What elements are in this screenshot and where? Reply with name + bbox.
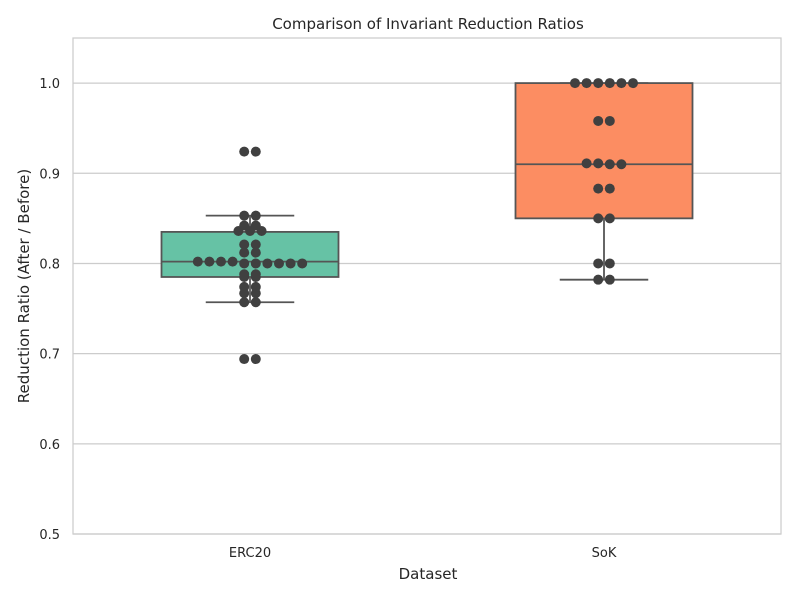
data-point (250, 210, 261, 221)
data-point (604, 78, 615, 89)
y-tick-label: 0.7 (39, 348, 60, 363)
x-axis-label: Dataset (399, 565, 458, 583)
data-point (239, 297, 250, 308)
data-point (604, 274, 615, 285)
data-point (616, 78, 627, 89)
plot-frame (72, 37, 782, 535)
data-point (250, 258, 261, 269)
y-axis-label: Reduction Ratio (After / Before) (15, 169, 33, 403)
data-point (239, 271, 250, 282)
data-point (604, 213, 615, 224)
data-point (239, 247, 250, 258)
data-point (581, 78, 592, 89)
box-erc20 (160, 230, 340, 278)
data-point (256, 225, 267, 236)
y-tick-label: 0.6 (39, 438, 60, 453)
data-point (297, 258, 308, 269)
data-point (604, 258, 615, 269)
data-point (239, 258, 250, 269)
data-point (192, 256, 203, 267)
data-point (250, 239, 261, 250)
x-tick-label: SoK (592, 546, 617, 561)
data-point (604, 115, 615, 126)
data-point (216, 256, 226, 267)
data-point (593, 183, 604, 194)
data-point (250, 271, 261, 282)
data-point (204, 256, 215, 267)
data-point (245, 225, 255, 236)
data-point (250, 247, 261, 258)
data-point (239, 239, 250, 250)
y-tick-label: 0.5 (39, 528, 60, 543)
tick-labels: 0.5 0.6 0.7 0.8 0.9 1.0 ERC20 SoK (39, 77, 617, 561)
data-point (262, 258, 273, 269)
data-point (593, 213, 604, 224)
data-point (628, 78, 638, 89)
chart-title: Comparison of Invariant Reduction Ratios (272, 15, 584, 33)
y-tick-label: 0.9 (39, 167, 60, 182)
data-point (593, 115, 604, 126)
data-point (285, 258, 296, 269)
data-point (616, 159, 627, 170)
data-point (250, 297, 261, 308)
data-point (250, 146, 261, 157)
data-point (604, 183, 615, 194)
box-sok (514, 82, 694, 220)
data-point (593, 158, 604, 169)
data-point (227, 256, 238, 267)
data-point (593, 78, 604, 89)
data-point (233, 225, 244, 236)
data-point (604, 159, 615, 170)
swarm-points (192, 78, 638, 365)
data-point (581, 158, 592, 169)
y-tick-label: 1.0 (39, 77, 60, 92)
boxes (160, 82, 694, 304)
data-point (250, 288, 261, 299)
data-point (570, 78, 580, 89)
data-point (239, 354, 250, 365)
y-tick-label: 0.8 (39, 257, 60, 272)
data-point (593, 274, 604, 285)
data-point (239, 210, 250, 221)
data-point (250, 354, 261, 365)
data-point (274, 258, 284, 269)
x-tick-label: ERC20 (229, 546, 271, 561)
data-point (239, 146, 250, 157)
data-point (239, 288, 250, 299)
data-point (593, 258, 604, 269)
